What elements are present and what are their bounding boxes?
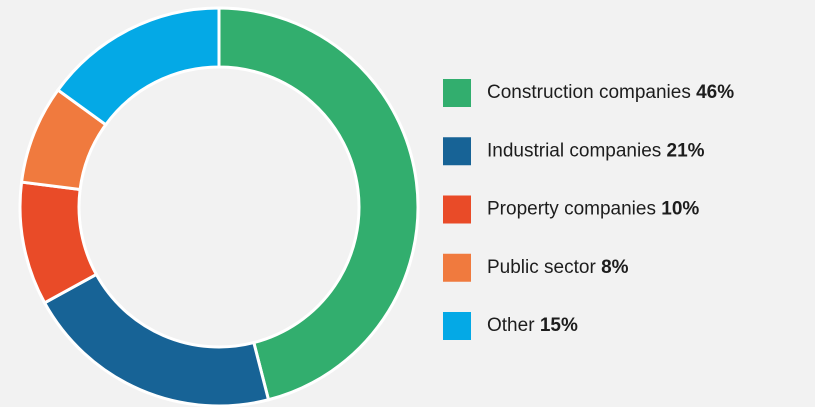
- legend-category: Property companies: [487, 199, 656, 220]
- legend-value: 8%: [601, 257, 629, 278]
- donut-slice: [217, 6, 420, 402]
- legend-label: Industrial companies 21%: [487, 140, 705, 161]
- donut-slice: [55, 6, 221, 127]
- legend-label: Property companies 10%: [487, 199, 699, 220]
- legend-category: Public sector: [487, 257, 596, 278]
- legend-value: 10%: [661, 199, 699, 220]
- legend-category: Other: [487, 315, 535, 336]
- legend-swatch: [443, 195, 471, 224]
- donut-slice: [42, 272, 271, 407]
- legend-category: Industrial companies: [487, 140, 661, 161]
- legend-label: Public sector 8%: [487, 257, 629, 278]
- legend-swatch: [443, 312, 471, 340]
- legend-value: 46%: [696, 82, 734, 103]
- legend-label: Construction companies 46%: [487, 82, 734, 103]
- legend-label: Other 15%: [487, 315, 578, 336]
- legend-swatch: [443, 253, 471, 282]
- legend-swatch: [443, 137, 471, 166]
- legend-value: 15%: [540, 315, 578, 336]
- legend-category: Construction companies: [487, 82, 691, 103]
- legend-swatch: [443, 79, 471, 107]
- legend-value: 21%: [667, 140, 705, 161]
